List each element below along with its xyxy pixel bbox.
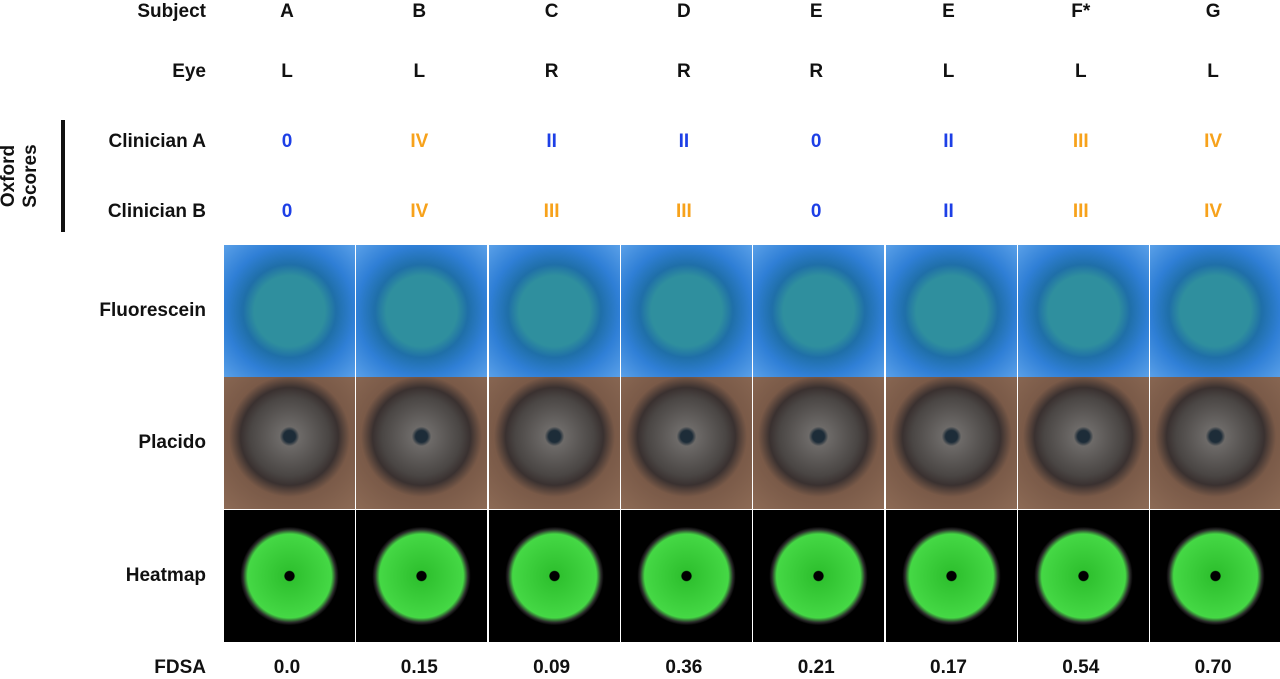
- image: [753, 510, 885, 642]
- image: [356, 377, 488, 509]
- cell: III: [675, 201, 692, 222]
- cell: 0: [281, 201, 293, 222]
- cell: II: [943, 131, 954, 152]
- row-label: Placido: [138, 432, 206, 453]
- cell: C: [544, 1, 559, 22]
- image: [753, 377, 885, 509]
- cell: III: [1072, 201, 1089, 222]
- image: [356, 510, 488, 642]
- row-label: Clinician B: [107, 201, 206, 222]
- cell: 0: [281, 131, 293, 152]
- image: [753, 245, 885, 377]
- row-label: Eye: [172, 61, 206, 82]
- group-label-line: Oxford: [0, 144, 19, 208]
- image: [885, 377, 1017, 509]
- image: [1017, 245, 1149, 377]
- cell: 0.54: [1062, 657, 1100, 678]
- cell: II: [678, 131, 690, 152]
- cell: IV: [410, 201, 429, 222]
- cell: R: [677, 61, 691, 82]
- cell: 0.0: [273, 657, 301, 678]
- row-label: Heatmap: [125, 565, 206, 586]
- cell: A: [280, 1, 294, 22]
- row-label: FDSA: [154, 657, 206, 678]
- image: [488, 377, 620, 509]
- row-label: Fluorescein: [99, 300, 206, 321]
- cell: R: [544, 61, 559, 82]
- image: [488, 245, 620, 377]
- image: [1017, 510, 1149, 642]
- group-bar: [61, 120, 65, 232]
- image: [356, 245, 488, 377]
- cell: 0: [810, 131, 822, 152]
- cell: 0: [810, 201, 822, 222]
- group-label-line: Scores: [20, 144, 41, 208]
- cell: F*: [1071, 1, 1091, 22]
- cell: E: [942, 1, 955, 22]
- image: [488, 510, 620, 642]
- cell: G: [1205, 1, 1221, 22]
- cell: II: [546, 131, 557, 152]
- image: [224, 245, 355, 377]
- group-label: Oxford Scores: [0, 144, 42, 207]
- cell: III: [1072, 131, 1089, 152]
- cell: 0.21: [797, 657, 835, 678]
- cell: D: [677, 1, 691, 22]
- image: [224, 377, 355, 509]
- cell: L: [1074, 61, 1087, 82]
- cell: L: [281, 61, 293, 82]
- cell: B: [412, 1, 427, 22]
- image: [620, 245, 752, 377]
- cell: IV: [1204, 201, 1223, 222]
- cell: 0.15: [400, 657, 438, 678]
- image: [620, 510, 752, 642]
- image: [224, 510, 355, 642]
- cell: IV: [1204, 131, 1223, 152]
- image: [885, 510, 1017, 642]
- cell: II: [943, 201, 954, 222]
- cell: 0.09: [533, 657, 571, 678]
- cell: 0.36: [665, 657, 703, 678]
- cell: 0.17: [930, 657, 967, 678]
- row-label: Subject: [137, 1, 206, 22]
- image: [885, 245, 1017, 377]
- cell: L: [1207, 61, 1219, 82]
- image: [1017, 377, 1149, 509]
- cell: R: [809, 61, 824, 82]
- cell: L: [413, 61, 426, 82]
- row-label: Clinician A: [108, 131, 206, 152]
- image: [1150, 245, 1280, 377]
- cell: E: [809, 1, 823, 22]
- cell: L: [942, 61, 955, 82]
- image: [620, 377, 752, 509]
- cell: IV: [410, 131, 429, 152]
- image: [1150, 510, 1280, 642]
- image: [1150, 377, 1280, 509]
- cell: III: [543, 201, 560, 222]
- cell: 0.70: [1194, 657, 1232, 678]
